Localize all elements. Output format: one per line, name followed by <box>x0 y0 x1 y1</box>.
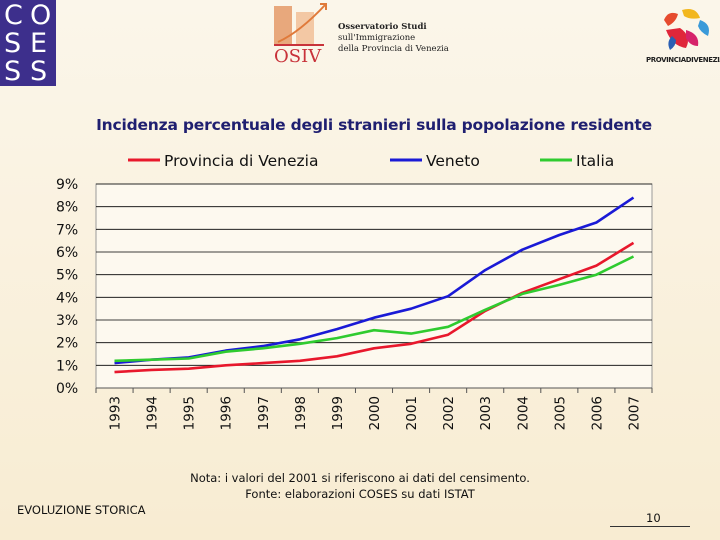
y-tick-label: 9% <box>56 177 78 193</box>
osiv-line: sull'Immigrazione <box>338 33 416 43</box>
coses-letter: O <box>30 0 52 31</box>
osiv-text: Osservatorio Studi sull'Immigrazione del… <box>338 22 449 55</box>
x-tick-label: 2005 <box>552 396 568 430</box>
note-text: Nota: i valori del 2001 si riferiscono a… <box>190 471 530 485</box>
provincia-logo: PROVINCIADIVENEZIA <box>640 4 720 70</box>
osiv-logo: OSIV Osservatorio Studi sull'Immigrazion… <box>262 2 462 72</box>
chart-note: Nota: i valori del 2001 si riferiscono a… <box>0 470 720 502</box>
y-tick-label: 8% <box>56 200 78 216</box>
x-tick-label: 2003 <box>478 396 494 430</box>
y-tick-label: 2% <box>56 336 78 352</box>
osiv-line: della Provincia di Venezia <box>338 44 449 54</box>
page-number-underline <box>610 526 690 527</box>
x-tick-label: 1994 <box>145 396 161 430</box>
y-tick-label: 6% <box>56 245 78 261</box>
legend-label: Provincia di Venezia <box>164 152 318 170</box>
provincia-mark-icon <box>664 9 709 50</box>
x-tick-label: 2001 <box>404 396 420 430</box>
footer-label: EVOLUZIONE STORICA <box>17 503 146 517</box>
x-tick-label: 2006 <box>589 396 605 430</box>
coses-letter: C <box>4 0 23 31</box>
x-tick-label: 1993 <box>108 396 124 430</box>
coses-letter: S <box>4 28 22 59</box>
line-chart: 0% 1% 2% 3% 4% 5% 6% 7% 8% 9% 1993 1994 1995 1996 199… <box>56 152 653 430</box>
x-tick-label: 2004 <box>515 396 531 430</box>
coses-letter: E <box>30 28 48 59</box>
source-text: Fonte: elaborazioni COSES su dati ISTAT <box>245 487 475 501</box>
osiv-letters: OSIV <box>274 46 322 66</box>
y-tick-label: 1% <box>56 358 78 374</box>
y-tick-label: 3% <box>56 313 78 329</box>
osiv-line: Osservatorio Studi <box>338 22 427 32</box>
coses-letter: S <box>30 56 48 87</box>
coses-letter: S <box>4 56 22 87</box>
x-tick-label: 1998 <box>293 396 309 430</box>
x-tick-label: 1996 <box>219 396 235 430</box>
x-tick-label: 1999 <box>330 396 346 430</box>
x-tick-label: 2002 <box>441 396 457 430</box>
x-tick-label: 1997 <box>256 396 272 430</box>
x-tick-label: 1995 <box>182 396 198 430</box>
series-line-3 <box>114 255 635 363</box>
y-tick-label: 4% <box>56 290 78 306</box>
osiv-mark-icon: OSIV <box>274 3 327 66</box>
y-tick-label: 7% <box>56 222 78 238</box>
y-tick-label: 5% <box>56 268 78 284</box>
slide-title: Incidenza percentuale degli stranieri su… <box>96 116 652 134</box>
x-tick-label: 2007 <box>626 396 642 430</box>
legend-label: Italia <box>576 152 614 170</box>
provincia-wordmark: PROVINCIADIVENEZIA <box>646 56 720 64</box>
x-tick-label: 2000 <box>367 396 383 430</box>
series-line-1 <box>114 241 635 374</box>
legend-label: Veneto <box>426 152 480 170</box>
coses-logo: C O S E S S <box>0 0 56 86</box>
page-number: 10 <box>646 511 661 525</box>
y-tick-label: 0% <box>56 381 78 397</box>
